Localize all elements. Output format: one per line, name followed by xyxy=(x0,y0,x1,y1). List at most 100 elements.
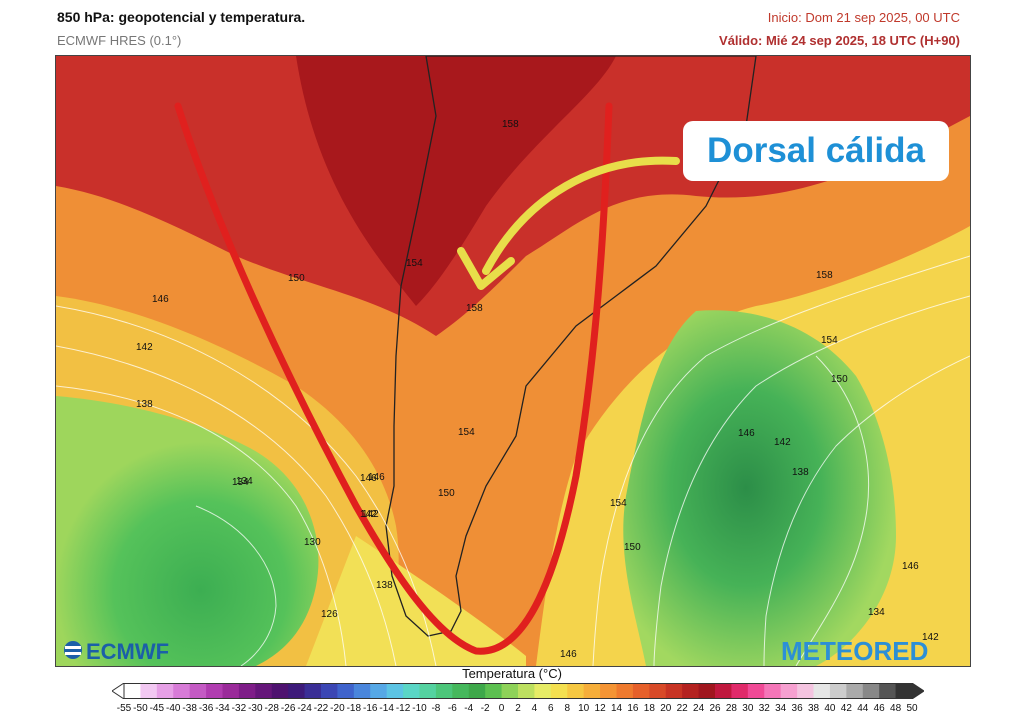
legend-tick-label: 6 xyxy=(548,703,554,714)
contour-lines xyxy=(56,255,970,666)
contour-label: 138 xyxy=(376,580,393,591)
legend-tick-label: 42 xyxy=(840,703,852,714)
legend-swatch xyxy=(468,683,486,699)
legend-swatch xyxy=(501,683,519,699)
contour-label: 146 xyxy=(738,428,755,439)
legend-swatch xyxy=(222,683,240,699)
contour-label: 150 xyxy=(624,542,641,553)
contour-label: 142 xyxy=(360,509,377,520)
legend-swatch xyxy=(747,683,765,699)
legend-ticks: -55 -50 -45 -40 -38 -36 -34 -32 -30 -28 -26 -24 -22-… xyxy=(112,703,924,717)
dorsal-callout: Dorsal cálida xyxy=(683,121,949,181)
contour-label: 134 xyxy=(232,477,249,488)
contour-label: 158 xyxy=(502,119,519,130)
legend-tick-label: 28 xyxy=(725,703,737,714)
legend-swatch xyxy=(780,683,798,699)
map-canvas: 158 150 146 142 138 134 130 126 158 154 … xyxy=(56,56,970,666)
legend-swatch xyxy=(682,683,700,699)
legend-swatch xyxy=(813,683,831,699)
legend-tick-label: 8 xyxy=(564,703,571,714)
legend-swatch xyxy=(140,683,158,699)
legend-tick-label: 50 xyxy=(906,703,918,714)
contour-label: 146 xyxy=(560,649,577,660)
header-init-time: Inicio: Dom 21 sep 2025, 00 UTC xyxy=(767,10,960,25)
legend-swatch xyxy=(895,683,913,699)
legend-tick-label: -36 xyxy=(198,703,214,714)
legend-swatch xyxy=(452,683,470,699)
warm-ridge-arrow xyxy=(482,156,680,275)
legend-tick-label: 16 xyxy=(627,703,639,714)
legend-swatch xyxy=(304,683,322,699)
legend-tick-label: 0 xyxy=(498,703,505,714)
contour-label: 138 xyxy=(136,399,153,410)
legend-tick-label: 2 xyxy=(515,703,521,714)
legend-swatch xyxy=(370,683,388,699)
ecmwf-logo: ECMWF xyxy=(64,639,169,664)
legend-swatch xyxy=(632,683,650,699)
legend-tick-label: 36 xyxy=(791,703,803,714)
legend-swatch xyxy=(764,683,782,699)
contour-label: 142 xyxy=(362,509,379,520)
legend-tick-label: 34 xyxy=(775,703,787,714)
cold-core-right xyxy=(623,310,896,666)
legend-tick-label: -10 xyxy=(412,703,427,714)
hot-core-inner xyxy=(296,56,616,306)
legend-swatch xyxy=(156,683,174,699)
legend-swatch xyxy=(665,683,683,699)
contour-label: 154 xyxy=(458,427,475,438)
contour-label: 142 xyxy=(922,632,939,643)
legend-tick-label: 22 xyxy=(676,703,688,714)
legend-tick-label: -16 xyxy=(363,703,378,714)
contour-label: 150 xyxy=(831,374,848,385)
legend-tick-label: -50 xyxy=(133,703,148,714)
legend-swatch xyxy=(616,683,634,699)
legend-swatch xyxy=(567,683,585,699)
legend-swatch xyxy=(715,683,732,699)
legend-tick-label: 32 xyxy=(758,703,770,714)
legend-tick-label: 20 xyxy=(660,703,672,714)
legend-tick-label: -30 xyxy=(248,703,263,714)
warm-ridge-arrowhead xyxy=(457,247,515,290)
legend-tick-label: 24 xyxy=(693,703,705,714)
legend-tick-label: 48 xyxy=(890,703,902,714)
legend-tick-label: 10 xyxy=(578,703,590,714)
temperature-legend-bar xyxy=(112,683,924,699)
contour-label: 134 xyxy=(868,607,885,618)
legend-arrow-min xyxy=(112,683,125,699)
legend-tick-label: -6 xyxy=(447,703,457,714)
ridge-axis-line xyxy=(174,102,613,655)
legend-tick-label: -20 xyxy=(330,703,345,714)
legend-tick-label: -8 xyxy=(431,703,441,714)
legend-tick-label: 46 xyxy=(873,703,885,714)
legend-swatch xyxy=(255,683,273,699)
legend-tick-label: -34 xyxy=(215,703,230,714)
legend-swatch xyxy=(846,683,864,699)
contour-label: 142 xyxy=(136,342,153,353)
contour-label: 158 xyxy=(466,303,483,314)
cold-core-left xyxy=(56,396,319,666)
legend-tick-label: -45 xyxy=(149,703,165,714)
legend-swatch xyxy=(879,683,897,699)
contour-label: 158 xyxy=(816,270,833,281)
legend-swatch xyxy=(829,683,847,699)
contour-label: 134 xyxy=(236,476,253,487)
contour-label: 154 xyxy=(610,498,627,509)
contour-label: 150 xyxy=(288,273,305,284)
legend-swatch xyxy=(435,683,453,699)
legend-swatch xyxy=(485,683,503,699)
ecmwf-logo-text: ECMWF xyxy=(86,639,169,664)
contour-label: 146 xyxy=(902,561,919,572)
legend-tick-label: 14 xyxy=(610,703,623,714)
legend-tick-label: -32 xyxy=(231,703,247,714)
legend-swatch xyxy=(206,683,223,699)
legend-tick-label: -55 xyxy=(116,703,132,714)
header-title: 850 hPa: geopotencial y temperatura. xyxy=(57,9,306,25)
legend-tick-label: -14 xyxy=(379,703,394,714)
contour-label: 154 xyxy=(406,258,423,269)
legend-tick-label: 12 xyxy=(594,703,606,714)
legend-tick-label: 18 xyxy=(643,703,655,714)
header-model: ECMWF HRES (0.1°) xyxy=(57,33,182,48)
legend-tick-label: 38 xyxy=(807,703,820,714)
legend-tick-label: -2 xyxy=(480,703,490,714)
legend-swatch xyxy=(337,683,355,699)
